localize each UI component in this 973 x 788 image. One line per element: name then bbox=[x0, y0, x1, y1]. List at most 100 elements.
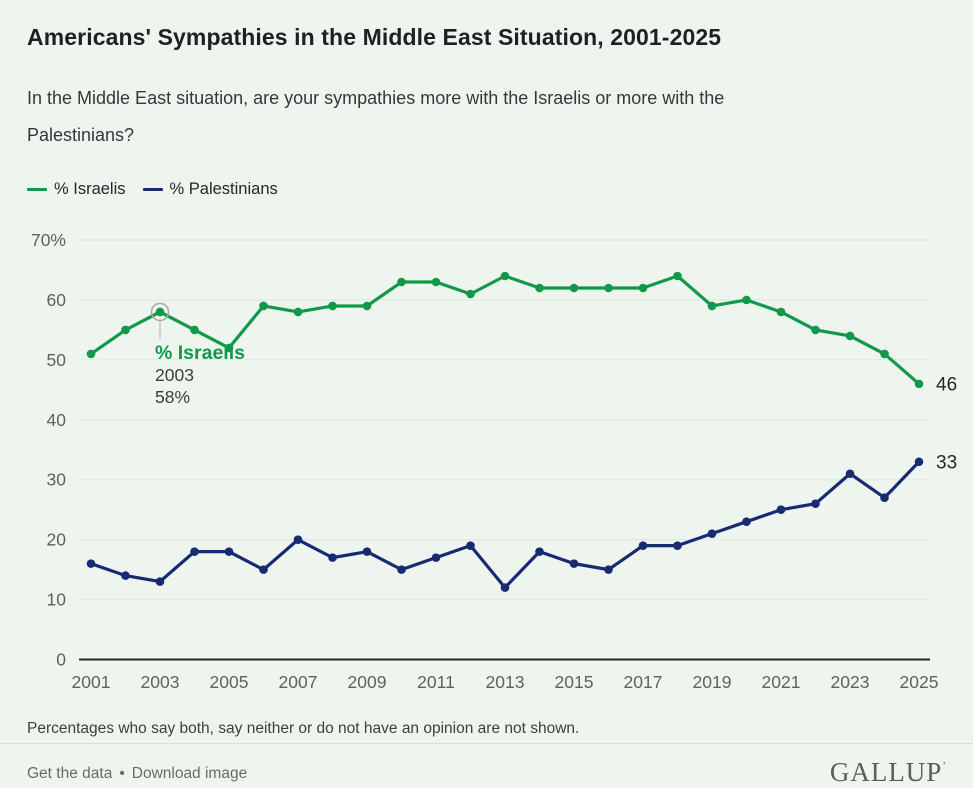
x-tick-label: 2007 bbox=[279, 672, 318, 692]
legend: % Israelis % Palestinians bbox=[27, 180, 278, 199]
palestinians-point-2022[interactable] bbox=[811, 499, 820, 509]
israelis-point-2013[interactable] bbox=[500, 271, 510, 281]
israelis-point-2015[interactable] bbox=[569, 283, 579, 293]
x-tick-label: 2005 bbox=[210, 672, 249, 692]
israelis-point-2022[interactable] bbox=[811, 325, 820, 335]
subtitle-line-2: Palestinians? bbox=[27, 125, 135, 145]
israelis-point-2014[interactable] bbox=[535, 283, 544, 293]
x-tick-label: 2001 bbox=[72, 672, 111, 692]
israelis-point-2010[interactable] bbox=[397, 277, 406, 287]
legend-label-palestinians: % Palestinians bbox=[169, 180, 278, 198]
israelis-point-2025[interactable] bbox=[914, 379, 924, 389]
x-tick-label: 2013 bbox=[486, 672, 525, 692]
y-tick-label: 40 bbox=[47, 410, 67, 430]
hovered-point-ring bbox=[150, 302, 170, 322]
palestinians-end-label: 33 bbox=[936, 452, 957, 473]
chart-subtitle: In the Middle East situation, are your s… bbox=[27, 80, 957, 154]
palestinians-point-2025[interactable] bbox=[914, 457, 924, 467]
israelis-point-2009[interactable] bbox=[362, 301, 372, 311]
x-tick-label: 2015 bbox=[555, 672, 594, 692]
x-tick-label: 2017 bbox=[624, 672, 663, 692]
y-tick-label: 20 bbox=[47, 530, 67, 550]
palestinians-point-2021[interactable] bbox=[776, 505, 786, 514]
y-tick-label: 10 bbox=[47, 590, 67, 610]
download-image-link[interactable]: Download image bbox=[131, 765, 248, 782]
israelis-end-label: 46 bbox=[936, 374, 957, 395]
y-tick-label: 50 bbox=[47, 350, 67, 370]
palestinians-point-2019[interactable] bbox=[707, 529, 717, 538]
palestinians-point-2004[interactable] bbox=[190, 547, 199, 556]
israelis-point-2007[interactable] bbox=[293, 307, 303, 317]
israelis-point-2004[interactable] bbox=[190, 325, 199, 335]
israelis-point-2006[interactable] bbox=[259, 301, 268, 311]
israelis-point-2017[interactable] bbox=[638, 283, 648, 293]
israelis-point-2016[interactable] bbox=[604, 283, 613, 293]
israelis-point-2019[interactable] bbox=[707, 301, 717, 311]
legend-label-israelis: % Israelis bbox=[54, 180, 126, 198]
tooltip-year: 2003 bbox=[155, 365, 194, 385]
palestinians-line-swatch bbox=[142, 187, 163, 192]
israelis-line bbox=[89, 274, 921, 386]
tooltip-series-label: % Israelis bbox=[155, 342, 245, 364]
legend-item-israelis[interactable]: % Israelis bbox=[27, 180, 126, 199]
y-tick-label: 30 bbox=[47, 470, 67, 490]
israelis-point-2023[interactable] bbox=[845, 331, 855, 341]
israelis-point-2020[interactable] bbox=[742, 295, 751, 305]
palestinians-point-2024[interactable] bbox=[880, 493, 889, 503]
gallup-logo-text: GALLUP bbox=[829, 757, 943, 787]
palestinians-point-2016[interactable] bbox=[604, 565, 613, 574]
footer-links: Get the data • Download image bbox=[27, 765, 247, 783]
palestinians-point-2020[interactable] bbox=[742, 517, 751, 526]
palestinians-point-2015[interactable] bbox=[569, 559, 579, 568]
palestinians-point-2005[interactable] bbox=[224, 547, 234, 556]
israelis-point-2005[interactable] bbox=[224, 343, 234, 353]
palestinians-point-2014[interactable] bbox=[535, 547, 544, 556]
palestinians-point-2006[interactable] bbox=[259, 565, 268, 574]
israelis-point-2021[interactable] bbox=[776, 307, 786, 317]
link-separator: • bbox=[119, 765, 125, 782]
tooltip-value: 58% bbox=[155, 387, 190, 407]
palestinians-point-2003[interactable] bbox=[155, 577, 165, 586]
israelis-point-2008[interactable] bbox=[328, 301, 337, 311]
x-tick-label: 2021 bbox=[762, 672, 801, 692]
x-tick-label: 2003 bbox=[141, 672, 180, 692]
israelis-point-2002[interactable] bbox=[121, 325, 130, 335]
chart-title: Americans' Sympathies in the Middle East… bbox=[27, 24, 722, 50]
x-tick-label: 2025 bbox=[900, 672, 939, 692]
legend-item-palestinians[interactable]: % Palestinians bbox=[142, 180, 278, 199]
israelis-point-2011[interactable] bbox=[431, 277, 441, 287]
palestinians-point-2009[interactable] bbox=[362, 547, 372, 556]
palestinians-point-2018[interactable] bbox=[673, 541, 682, 550]
israelis-point-2018[interactable] bbox=[673, 271, 682, 281]
y-tick-label: 70% bbox=[31, 230, 66, 250]
footnote: Percentages who say both, say neither or… bbox=[27, 720, 580, 737]
get-the-data-link[interactable]: Get the data bbox=[27, 765, 113, 782]
palestinians-point-2002[interactable] bbox=[121, 571, 130, 580]
y-tick-label: 60 bbox=[47, 290, 67, 310]
palestinians-line bbox=[89, 460, 921, 590]
subtitle-line-1: In the Middle East situation, are your s… bbox=[27, 88, 725, 108]
palestinians-point-2008[interactable] bbox=[328, 553, 337, 562]
palestinians-point-2001[interactable] bbox=[86, 559, 96, 568]
palestinians-point-2017[interactable] bbox=[638, 541, 648, 550]
palestinians-point-2023[interactable] bbox=[845, 469, 855, 479]
x-tick-label: 2011 bbox=[417, 672, 455, 692]
x-tick-label: 2019 bbox=[693, 672, 732, 692]
x-tick-label: 2023 bbox=[831, 672, 870, 692]
israelis-line-swatch bbox=[27, 187, 47, 192]
gallup-logo: GALLUP’ bbox=[830, 757, 946, 788]
palestinians-point-2012[interactable] bbox=[466, 541, 475, 550]
palestinians-point-2011[interactable] bbox=[431, 553, 441, 562]
palestinians-point-2010[interactable] bbox=[397, 565, 406, 574]
y-tick-label: 0 bbox=[56, 650, 66, 670]
x-tick-label: 2009 bbox=[348, 672, 387, 692]
israelis-point-2024[interactable] bbox=[880, 349, 889, 359]
israelis-point-2012[interactable] bbox=[466, 289, 475, 299]
israelis-point-2003[interactable] bbox=[155, 307, 165, 317]
gallup-trademark: ’ bbox=[942, 760, 946, 772]
israelis-point-2001[interactable] bbox=[86, 349, 96, 359]
footer-divider bbox=[0, 743, 973, 744]
palestinians-point-2013[interactable] bbox=[500, 583, 510, 592]
palestinians-point-2007[interactable] bbox=[293, 535, 303, 544]
